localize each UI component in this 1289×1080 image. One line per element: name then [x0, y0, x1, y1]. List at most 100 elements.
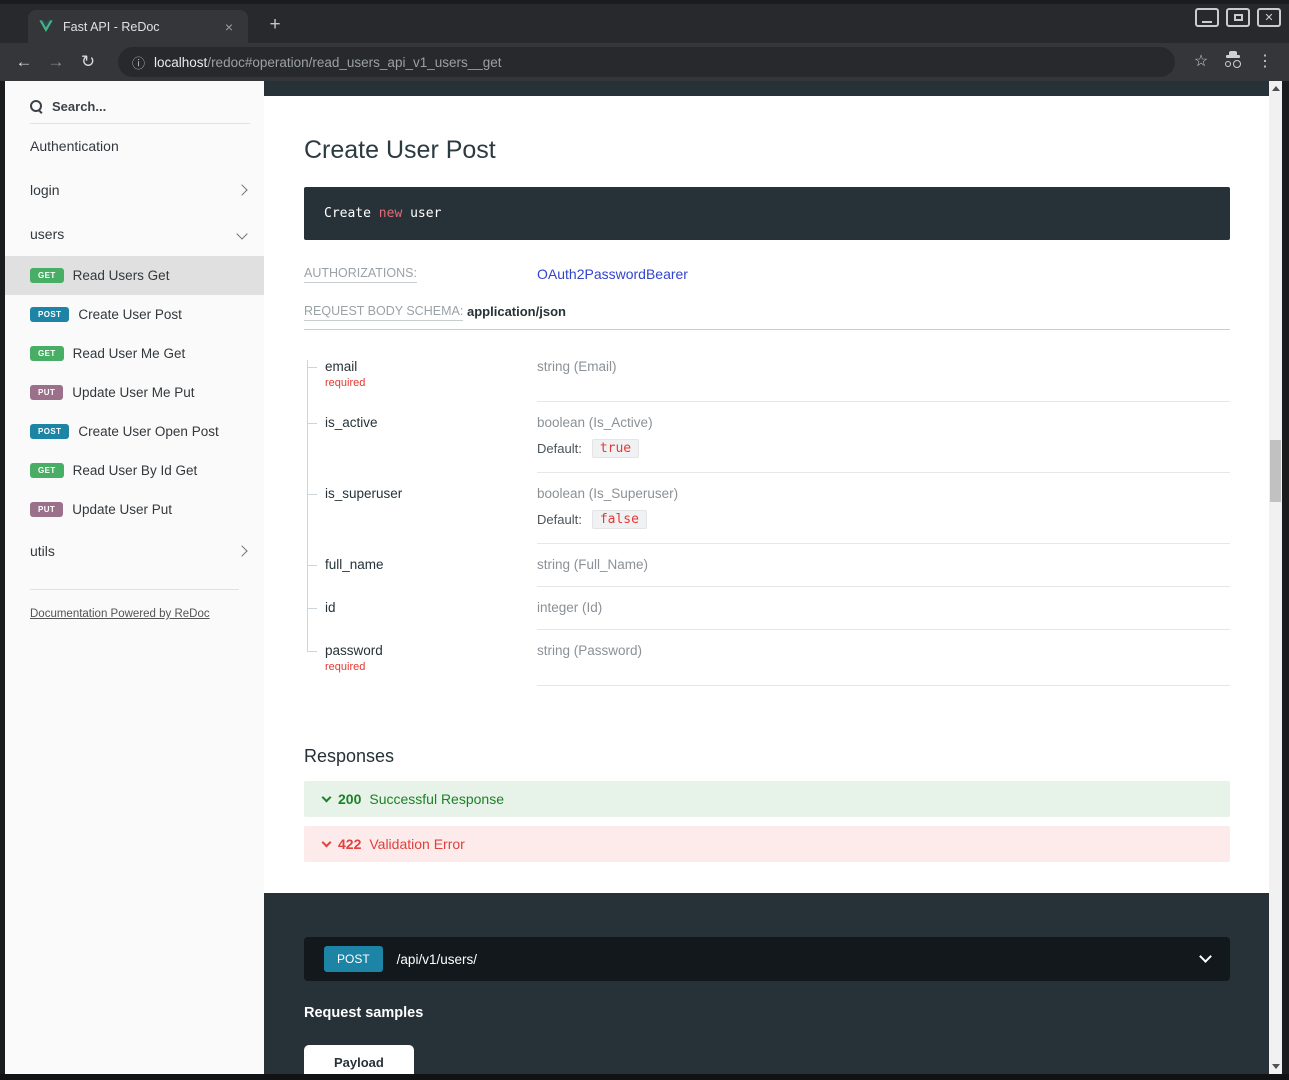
tab-close-icon[interactable]: ×	[224, 18, 234, 35]
back-button[interactable]: ←	[15, 52, 33, 71]
request-endpoint-dropdown[interactable]: POST /api/v1/users/	[304, 937, 1230, 981]
response-code: 422	[338, 836, 362, 852]
field-row: id integer (Id)	[304, 587, 1230, 630]
field-name: is_superuser	[325, 486, 403, 501]
sidebar-item-label: utils	[30, 543, 55, 559]
minimize-icon	[1202, 20, 1212, 23]
sidebar-divider	[30, 123, 250, 124]
default-value-chip: true	[591, 439, 640, 458]
operation-description-code: Create new user	[304, 187, 1230, 240]
previous-section-panel-edge	[264, 81, 1269, 96]
sidebar-operation-update-user-put[interactable]: PUT Update User Put	[5, 490, 264, 529]
sidebar-operation-read-user-by-id-get[interactable]: GET Read User By Id Get	[5, 451, 264, 490]
chevron-down-icon	[236, 228, 248, 240]
search-placeholder: Search...	[52, 99, 107, 114]
sidebar-item-login[interactable]: login	[5, 168, 264, 212]
new-tab-button[interactable]: +	[269, 14, 281, 35]
window-frame-bottom	[0, 1074, 1289, 1080]
field-type-cell: string (Password)	[537, 630, 1230, 686]
main-content: Create User Post Create new user AUTHORI…	[264, 81, 1269, 1080]
request-samples-panel: POST /api/v1/users/ Request samples Payl…	[264, 893, 1269, 1080]
field-name: is_active	[325, 415, 378, 430]
field-type: string (Email)	[537, 359, 617, 374]
sidebar-operation-create-user-post[interactable]: POST Create User Post	[5, 295, 264, 334]
search-input[interactable]: Search...	[5, 89, 264, 123]
sidebar-operation-update-user-me-put[interactable]: PUT Update User Me Put	[5, 373, 264, 412]
field-default: Default: false	[537, 510, 1230, 529]
redoc-footer-link[interactable]: Documentation Powered by ReDoc	[30, 608, 210, 620]
authorizations-row: AUTHORIZATIONS: OAuth2PasswordBearer	[304, 266, 1230, 283]
field-row: is_superuser boolean (Is_Superuser) Defaul…	[304, 473, 1230, 544]
scroll-down-arrow-icon[interactable]	[1269, 1060, 1282, 1073]
operation-label: Update User Put	[72, 502, 173, 517]
site-info-icon[interactable]: ⓘ	[132, 55, 146, 71]
url-host: localhost	[154, 54, 208, 70]
put-badge: PUT	[30, 502, 64, 517]
sidebar-item-users[interactable]: users	[5, 212, 264, 256]
sidebar-item-label: users	[30, 226, 65, 242]
response-label: Validation Error	[369, 836, 465, 852]
schema-fields: email required string (Email) is_active bool…	[304, 346, 1230, 686]
request-body-label: REQUEST BODY SCHEMA:	[304, 304, 467, 321]
field-name-cell: is_active	[304, 402, 537, 473]
field-type: string (Full_Name)	[537, 557, 649, 572]
field-name-cell: full_name	[304, 544, 537, 587]
page-scrollbar[interactable]	[1269, 81, 1282, 1074]
operation-label: Read User Me Get	[72, 346, 186, 361]
default-label: Default:	[537, 512, 582, 527]
search-icon	[30, 100, 43, 113]
field-type-cell: boolean (Is_Active) Default: true	[537, 402, 1230, 473]
authorizations-label: AUTHORIZATIONS:	[304, 266, 467, 283]
field-type-cell: string (Email)	[537, 346, 1230, 402]
bookmark-star-icon[interactable]: ☆	[1193, 53, 1209, 70]
field-name-cell: id	[304, 587, 537, 630]
sidebar-item-label: Authentication	[30, 138, 119, 154]
scroll-up-arrow-icon[interactable]	[1269, 82, 1282, 95]
response-banner-200[interactable]: 200 Successful Response	[304, 781, 1230, 817]
response-label: Successful Response	[369, 791, 504, 807]
code-text: Create	[324, 206, 379, 221]
response-banner-422[interactable]: 422 Validation Error	[304, 826, 1230, 862]
field-row: full_name string (Full_Name)	[304, 544, 1230, 587]
operation-label: Create User Post	[78, 307, 182, 322]
operation-title: Create User Post	[304, 136, 496, 164]
default-value-chip: false	[591, 510, 647, 529]
post-badge: POST	[30, 307, 70, 322]
post-badge: POST	[30, 424, 70, 439]
menu-dots-icon[interactable]: ⋮	[1257, 53, 1273, 70]
browser-tab[interactable]: Fast API - ReDoc ×	[28, 10, 248, 43]
window-frame-top	[0, 0, 1289, 4]
oauth2-link[interactable]: OAuth2PasswordBearer	[537, 266, 688, 282]
reload-button[interactable]: ↻	[80, 52, 96, 71]
code-text: user	[402, 206, 442, 221]
field-type: string (Password)	[537, 643, 643, 658]
required-flag: required	[325, 661, 366, 673]
field-row: email required string (Email)	[304, 346, 1230, 402]
chevron-right-icon	[236, 545, 248, 557]
field-type: boolean (Is_Active)	[537, 415, 653, 430]
post-method-badge: POST	[324, 946, 383, 972]
maximize-button[interactable]	[1226, 8, 1250, 27]
minimize-button[interactable]	[1195, 8, 1219, 27]
field-row: password required string (Password)	[304, 630, 1230, 686]
url-bar[interactable]: ⓘ localhost/redoc#operation/read_users_a…	[118, 47, 1175, 77]
sidebar-operation-read-user-me-get[interactable]: GET Read User Me Get	[5, 334, 264, 373]
sidebar-operation-read-users-get[interactable]: GET Read Users Get	[5, 256, 264, 295]
get-badge: GET	[30, 268, 64, 283]
close-button[interactable]: ✕	[1257, 8, 1281, 27]
scrollbar-thumb[interactable]	[1270, 440, 1281, 502]
sidebar-operation-create-user-open-post[interactable]: POST Create User Open Post	[5, 412, 264, 451]
field-name: email	[325, 359, 358, 374]
operation-label: Read User By Id Get	[72, 463, 198, 478]
field-type: boolean (Is_Superuser)	[537, 486, 679, 501]
sidebar-item-label: login	[30, 182, 60, 198]
get-badge: GET	[30, 346, 64, 361]
chevron-down-icon	[321, 837, 332, 847]
put-badge: PUT	[30, 385, 64, 400]
sidebar-item-utils[interactable]: utils	[5, 529, 264, 573]
sidebar-item-authentication[interactable]: Authentication	[5, 124, 264, 168]
forward-button[interactable]: →	[47, 52, 65, 71]
page-viewport: Search... Authentication login users GET Re…	[0, 81, 1289, 1080]
field-default: Default: true	[537, 439, 1230, 458]
